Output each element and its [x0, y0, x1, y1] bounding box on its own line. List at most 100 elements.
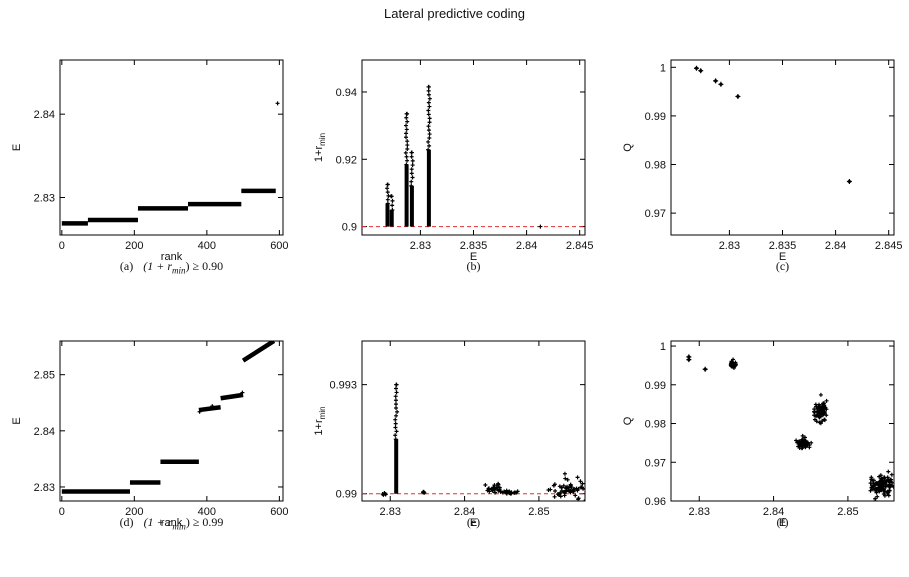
y-tick-label: 0.99	[336, 489, 357, 501]
y-tick-label: 2.84	[34, 426, 55, 438]
y-tick-label: 0.99	[645, 380, 666, 392]
data-point	[240, 390, 245, 395]
cluster-point	[427, 132, 432, 137]
blob-point	[819, 412, 824, 417]
x-tick-label: 0	[59, 240, 65, 252]
blob-point	[493, 490, 498, 495]
blob-point	[569, 488, 574, 493]
panel-e: 2.83 2.84 2.85 0.99 0.993 E 1+rmin	[313, 340, 586, 529]
y-tick-label: 0.98	[645, 160, 666, 172]
blob-point	[812, 407, 817, 412]
cluster-point	[385, 197, 390, 202]
x-axis-label: E	[470, 517, 477, 529]
caption-label: (e)	[466, 515, 481, 529]
cluster-point	[426, 124, 431, 129]
y-tick-label: 2.84	[34, 109, 55, 121]
blob-point	[515, 489, 520, 494]
cluster-point	[394, 390, 399, 395]
blob-point	[813, 402, 818, 407]
y-tick-label: 0.9	[342, 222, 357, 234]
cluster-top-point	[409, 150, 414, 155]
data-layer	[61, 101, 280, 226]
cluster-point	[427, 143, 432, 148]
data-layer	[61, 341, 276, 494]
data-point-dot	[719, 82, 723, 86]
cluster-point	[426, 147, 431, 152]
blob-point	[795, 440, 800, 445]
x-axis-label: E	[779, 517, 786, 529]
cluster-point	[385, 186, 390, 191]
x-tick-label: 400	[198, 240, 216, 252]
x-tick-label: 2.84	[763, 506, 784, 518]
blob-point	[553, 489, 558, 494]
x-tick-label: 200	[125, 240, 143, 252]
cluster-point	[404, 131, 409, 136]
blob-point	[805, 442, 810, 447]
cluster-point	[394, 429, 399, 434]
x-tick-label: 400	[198, 506, 216, 518]
cluster-point	[390, 203, 395, 208]
figure-title: Lateral predictive coding	[384, 6, 525, 21]
x-tick-label: 2.845	[875, 240, 903, 252]
cluster-point	[427, 135, 432, 140]
blob-point	[578, 479, 583, 484]
data-point-dot	[699, 69, 703, 73]
cluster-point	[427, 104, 432, 109]
blob-point	[562, 490, 567, 495]
data-point-dot	[736, 94, 740, 99]
cluster-point	[404, 154, 409, 159]
blob-point	[800, 433, 805, 438]
y-axis-label: Q	[622, 416, 634, 425]
y-tick-label: 2.85	[34, 370, 55, 382]
caption-c: (c)	[651, 259, 909, 274]
caption-condition: (1 + rmin) ≥ 0.99	[143, 515, 224, 532]
blob-point	[818, 392, 823, 397]
cluster-point	[410, 163, 415, 168]
cluster-point	[403, 123, 408, 128]
x-tick-label: 200	[125, 506, 143, 518]
plot-frame	[361, 340, 586, 502]
x-tick-label: 2.835	[769, 240, 797, 252]
blob-point	[382, 491, 387, 496]
cluster-point	[410, 175, 415, 180]
caption-condition: (1 + rmin) ≥ 0.90	[143, 259, 224, 276]
cluster-point	[426, 139, 431, 144]
cluster-point	[405, 139, 410, 144]
caption-e: (e)	[342, 515, 605, 530]
data-point-dot	[714, 79, 718, 83]
cluster-point	[393, 421, 398, 426]
blob-point	[802, 442, 807, 447]
cluster-top-point	[426, 84, 431, 89]
blob-point	[877, 474, 882, 479]
cluster-point	[390, 207, 395, 212]
cluster-top-point	[421, 489, 426, 494]
x-tick-label: 2.84	[825, 240, 846, 252]
blob-point	[872, 483, 877, 488]
cluster-point	[393, 398, 398, 403]
x-tick-label: 2.85	[528, 506, 549, 518]
blob-point	[888, 479, 893, 484]
blob-point	[873, 496, 878, 501]
y-axis-label: 1+rmin	[313, 133, 327, 162]
cluster-point	[409, 171, 414, 176]
blob-point	[882, 493, 887, 498]
x-tick-label: 2.845	[566, 240, 594, 252]
data-point	[197, 409, 202, 414]
x-axis-label: rank	[161, 251, 183, 263]
step-segment	[241, 341, 276, 363]
blob-point	[878, 478, 883, 483]
cluster-point	[405, 146, 410, 151]
cluster-point	[395, 409, 400, 414]
blob-point	[882, 478, 887, 483]
y-tick-label: 2.83	[34, 482, 55, 494]
cluster-top-point	[385, 182, 390, 187]
cluster-point	[404, 127, 409, 132]
blob-point	[487, 489, 492, 494]
blob-point	[504, 491, 509, 496]
x-tick-label: 2.83	[380, 506, 401, 518]
data-layer	[362, 84, 585, 229]
blob-point	[878, 484, 883, 489]
blob-point	[500, 490, 505, 495]
plot-frame	[59, 340, 284, 502]
y-tick-label: 0.97	[645, 208, 666, 220]
